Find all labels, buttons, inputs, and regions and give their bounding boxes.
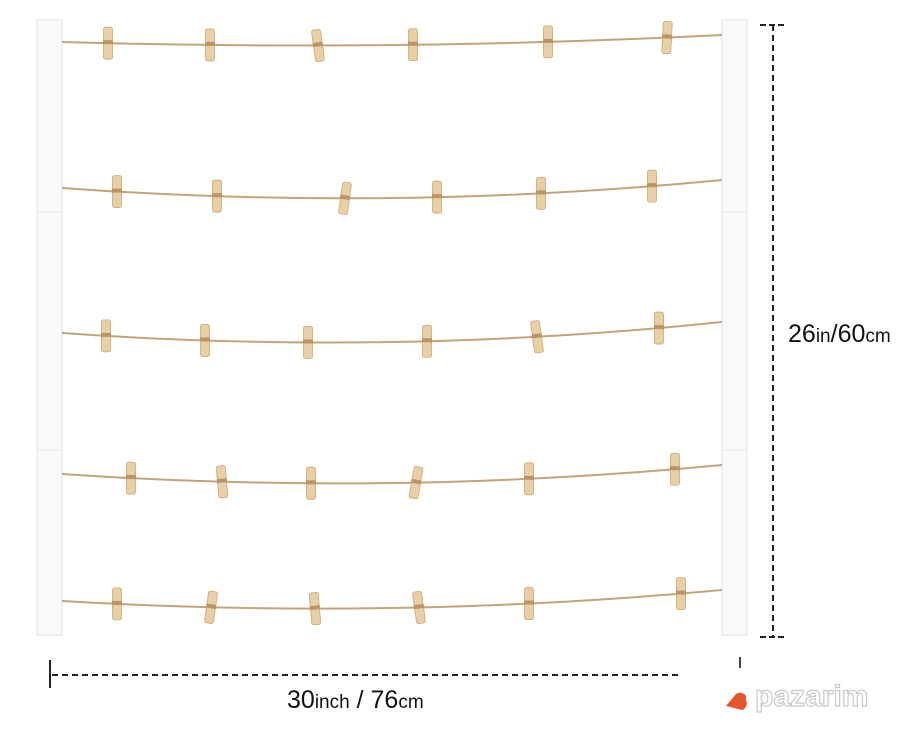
clothespin xyxy=(306,466,316,500)
clothespin xyxy=(647,169,657,203)
clothespin-spring xyxy=(676,590,686,595)
clothespin-spring xyxy=(216,478,228,484)
text: / xyxy=(349,686,371,714)
clothespin xyxy=(338,181,352,215)
clothespin xyxy=(215,465,229,499)
clothespin-spring xyxy=(524,600,534,605)
clothespin-spring xyxy=(101,332,111,337)
text: 26 xyxy=(788,320,816,348)
twine xyxy=(61,464,723,485)
text: / xyxy=(830,320,838,348)
clothespin xyxy=(112,175,122,209)
clothespin xyxy=(543,25,553,59)
clothespin xyxy=(311,28,325,63)
twine xyxy=(61,179,723,200)
width-label: 30inch / 76cm xyxy=(287,686,424,715)
clothespin-spring xyxy=(536,190,546,195)
clothespin xyxy=(408,28,418,62)
clothespin-spring xyxy=(670,466,680,471)
clothespin-spring xyxy=(306,480,316,485)
clothespin xyxy=(103,26,113,60)
clothespin-spring xyxy=(112,188,122,193)
left-post xyxy=(36,19,63,636)
clothespin-spring xyxy=(422,338,432,343)
text: cm xyxy=(865,326,891,347)
clothespin xyxy=(524,462,534,496)
clothespin-spring xyxy=(413,603,425,610)
text: inch xyxy=(314,692,350,713)
clothespin xyxy=(654,311,664,345)
watermark-icon xyxy=(726,692,747,710)
clothespin xyxy=(200,324,210,357)
clothespin-spring xyxy=(303,339,313,344)
clothespin xyxy=(126,461,136,495)
text: 76 xyxy=(370,686,399,714)
clothespin xyxy=(112,587,122,621)
clothespin-spring xyxy=(339,194,351,200)
clothespin xyxy=(530,320,544,354)
clothespin xyxy=(676,577,686,610)
clothespin-spring xyxy=(103,40,113,45)
clothespin-spring xyxy=(309,605,321,611)
clothespin xyxy=(422,324,432,358)
clothespin-spring xyxy=(661,34,673,39)
clothespin xyxy=(412,590,426,625)
clothespin-spring xyxy=(647,183,657,188)
twine xyxy=(61,321,723,344)
clothespin-spring xyxy=(200,337,210,342)
clothespin xyxy=(432,180,442,214)
clothespin xyxy=(661,21,673,55)
clothespin xyxy=(204,590,218,624)
clothespin-spring xyxy=(531,333,543,339)
clothespin xyxy=(303,326,313,359)
clothespin-spring xyxy=(126,475,136,480)
text: cm xyxy=(398,692,424,713)
clothespin xyxy=(524,587,534,620)
text: 30 xyxy=(287,686,315,714)
twine xyxy=(61,34,723,47)
clothespin xyxy=(205,28,215,62)
right-post xyxy=(721,19,748,636)
clothespin-spring xyxy=(543,38,553,43)
clothespin-spring xyxy=(410,478,422,485)
clothespin xyxy=(308,592,322,626)
clothespin-spring xyxy=(408,41,418,46)
clothespin-spring xyxy=(212,193,222,198)
twine xyxy=(61,589,723,610)
clothespin-spring xyxy=(112,600,122,605)
text: 60 xyxy=(837,320,866,348)
clothespin xyxy=(670,452,680,486)
clothespin xyxy=(536,176,546,210)
clothespin-spring xyxy=(312,41,324,48)
clothespin-spring xyxy=(205,41,215,46)
watermark: pazarim xyxy=(754,679,869,713)
clothespin-spring xyxy=(432,194,442,199)
clothespin-spring xyxy=(654,325,664,330)
clothespin xyxy=(212,179,222,213)
clothespin-spring xyxy=(205,603,217,609)
height-label: 26in/60cm xyxy=(788,320,891,349)
clothespin xyxy=(101,319,111,353)
text: in xyxy=(815,326,831,347)
clothespin-spring xyxy=(524,475,534,480)
clothespin xyxy=(408,465,424,500)
